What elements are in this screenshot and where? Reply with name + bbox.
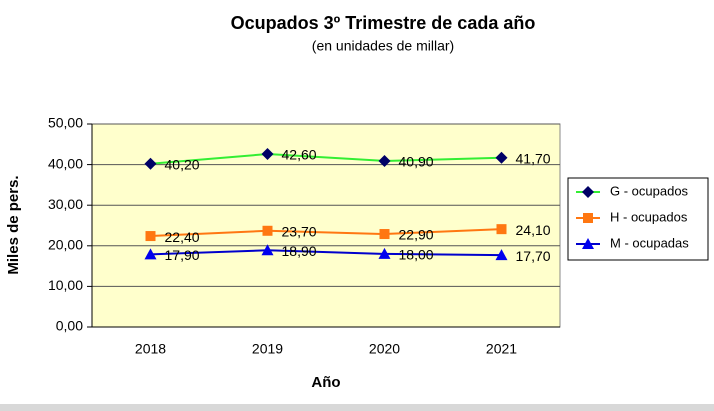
- marker: [583, 213, 593, 223]
- data-label: 40,20: [165, 156, 200, 172]
- data-label: 40,90: [399, 154, 434, 170]
- x-tick-label: 2020: [369, 341, 400, 357]
- marker: [495, 151, 508, 164]
- data-label: 17,70: [516, 248, 551, 264]
- y-tick-label: 0,00: [56, 318, 83, 334]
- x-tick-label: 2018: [135, 341, 166, 357]
- y-tick-label: 50,00: [48, 115, 83, 131]
- chart-subtitle: (en unidades de millar): [312, 38, 454, 54]
- marker: [495, 249, 508, 261]
- chart-title: Ocupados 3º Trimestre de cada año: [231, 13, 536, 33]
- y-tick-label: 10,00: [48, 277, 83, 293]
- plot-area: [91, 123, 561, 328]
- legend-text: G - ocupados: [610, 183, 689, 198]
- x-axis-title: Año: [311, 374, 340, 391]
- data-label: 18,00: [399, 247, 434, 263]
- x-tick-label: 2019: [252, 341, 283, 357]
- marker: [379, 229, 390, 240]
- data-label: 22,90: [399, 227, 434, 243]
- data-label: 18,90: [282, 243, 317, 259]
- data-label: 22,40: [165, 229, 200, 245]
- marker: [582, 238, 594, 249]
- series-line: [150, 153, 502, 165]
- y-axis-title: Miles de pers.: [5, 175, 22, 274]
- bottom-band: [0, 404, 714, 411]
- series-line: [150, 249, 502, 257]
- marker: [378, 247, 391, 259]
- marker: [496, 224, 507, 235]
- series-line: [150, 228, 502, 238]
- marker: [261, 148, 274, 161]
- marker: [144, 248, 157, 260]
- data-label: 41,70: [516, 150, 551, 166]
- x-tick-label: 2021: [486, 341, 517, 357]
- marker: [144, 157, 157, 170]
- y-tick-label: 40,00: [48, 155, 83, 171]
- data-label: 23,70: [282, 223, 317, 239]
- data-label: 17,90: [165, 247, 200, 263]
- data-label: 24,10: [516, 222, 551, 238]
- marker: [378, 154, 391, 167]
- marker: [582, 186, 594, 198]
- legend-text: M - ocupadas: [610, 235, 689, 250]
- marker: [262, 225, 273, 236]
- marker: [145, 231, 156, 242]
- data-label: 42,60: [282, 147, 317, 163]
- y-tick-label: 30,00: [48, 196, 83, 212]
- marker: [261, 244, 274, 256]
- legend-text: H - ocupados: [610, 209, 688, 224]
- y-tick-label: 20,00: [48, 237, 83, 253]
